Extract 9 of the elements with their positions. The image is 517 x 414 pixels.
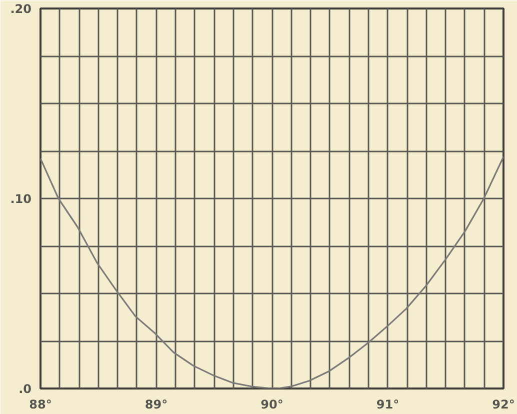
line-series — [40, 156, 504, 388]
y-tick-label: .0 — [18, 382, 32, 396]
y-tick-label: .20 — [10, 2, 32, 16]
x-tick-label: 90° — [260, 398, 284, 412]
x-tick-label: 91° — [376, 398, 400, 412]
x-tick-label: 89° — [144, 398, 168, 412]
x-tick-label: 92° — [492, 398, 515, 412]
x-tick-label: 88° — [29, 398, 52, 412]
y-tick-label: .10 — [10, 192, 32, 206]
